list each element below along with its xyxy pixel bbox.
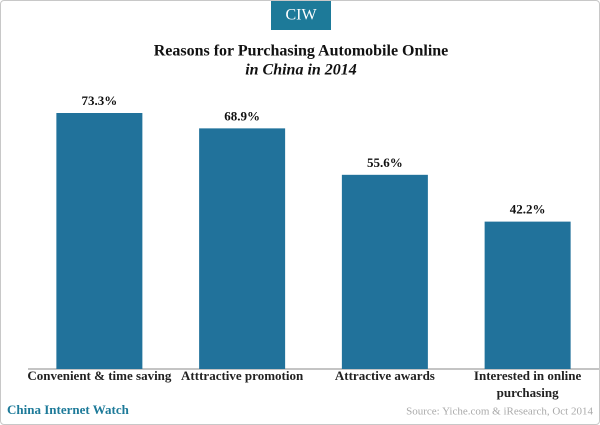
bar [56, 113, 143, 369]
chart-title: Reasons for Purchasing Automobile Online [154, 43, 449, 60]
x-tick-label: Interested in online purchasing [473, 368, 582, 400]
value-label: 73.3% [82, 93, 118, 108]
badge: CIW [285, 7, 317, 24]
value-label: 42.2% [510, 202, 546, 217]
badge-box [271, 1, 331, 30]
brand: China Internet Watch [7, 402, 130, 417]
x-tick-label: Atttractive promotion [181, 368, 304, 383]
bar [341, 174, 428, 369]
x-tick-label: Attractive awards [334, 368, 435, 383]
x-tick-label: Convenient & time saving [27, 368, 172, 383]
bar [199, 128, 286, 369]
value-label: 68.9% [224, 108, 260, 123]
value-label: 55.6% [367, 155, 403, 170]
bar [484, 221, 571, 369]
chart-subtitle: in China in 2014 [245, 62, 357, 79]
source: Source: Yiche.com & iResearch, Oct 2014 [406, 406, 593, 418]
